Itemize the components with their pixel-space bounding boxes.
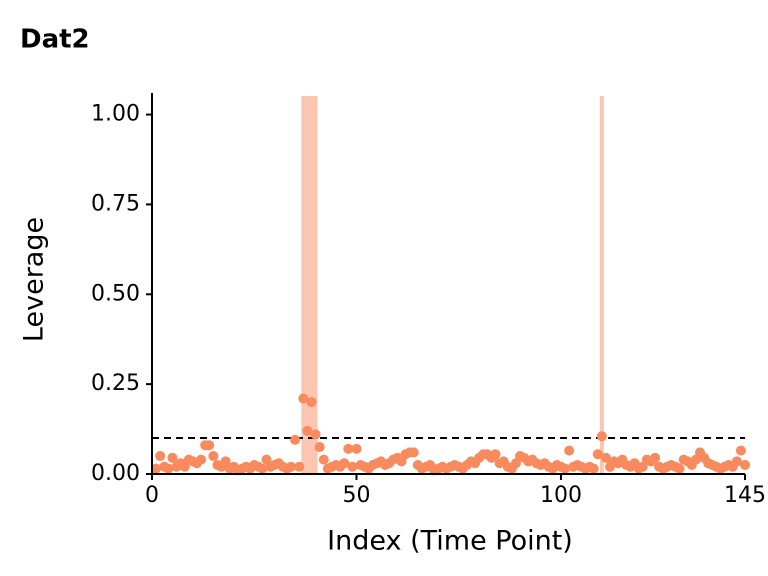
point [343, 443, 354, 454]
highlight-band [305, 96, 310, 474]
point [167, 452, 178, 463]
point [302, 425, 313, 436]
x-tick-label: 0 [145, 483, 159, 508]
point [286, 461, 297, 472]
point [600, 452, 611, 463]
point [163, 463, 174, 474]
highlight-band [301, 96, 306, 474]
point [196, 454, 207, 465]
point [740, 460, 750, 471]
x-tick-label: 100 [540, 483, 582, 508]
y-axis-label: Leverage [19, 217, 50, 342]
point [257, 463, 268, 474]
point [306, 397, 317, 408]
y-tick-label: 0.00 [91, 461, 140, 486]
point [208, 451, 219, 462]
x-axis-label: Index (Time Point) [327, 526, 573, 557]
point [347, 461, 358, 472]
point [408, 447, 419, 458]
point [490, 449, 501, 460]
point [318, 454, 329, 465]
point [731, 456, 742, 467]
highlight-band [313, 96, 318, 474]
point [564, 445, 575, 456]
y-tick-label: 0.50 [91, 281, 140, 306]
point [674, 463, 685, 474]
chart-title: Dat2 [20, 25, 90, 55]
x-tick-label: 145 [724, 483, 766, 508]
point [151, 463, 162, 474]
point [588, 463, 599, 474]
point [314, 442, 325, 453]
x-tick-label: 50 [342, 483, 370, 508]
point [339, 458, 350, 469]
y-tick-label: 1.00 [91, 102, 140, 127]
point [204, 440, 215, 451]
point [310, 429, 321, 440]
point [298, 393, 309, 404]
highlight-band [309, 96, 314, 474]
y-tick-label: 0.75 [91, 191, 140, 216]
point [596, 431, 607, 442]
point [650, 452, 661, 463]
point [294, 461, 305, 472]
point [592, 449, 603, 460]
point [290, 434, 301, 445]
point [735, 445, 746, 456]
y-tick-label: 0.25 [91, 371, 140, 396]
point [560, 463, 571, 474]
highlight-band [599, 96, 604, 474]
point [351, 443, 362, 454]
point [155, 451, 166, 462]
